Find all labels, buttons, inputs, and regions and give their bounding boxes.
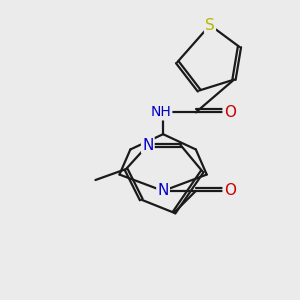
Text: O: O	[224, 105, 236, 120]
Text: O: O	[224, 183, 236, 198]
Text: N: N	[142, 138, 154, 153]
Text: NH: NH	[151, 105, 171, 119]
Text: N: N	[158, 183, 169, 198]
Text: S: S	[205, 18, 215, 33]
